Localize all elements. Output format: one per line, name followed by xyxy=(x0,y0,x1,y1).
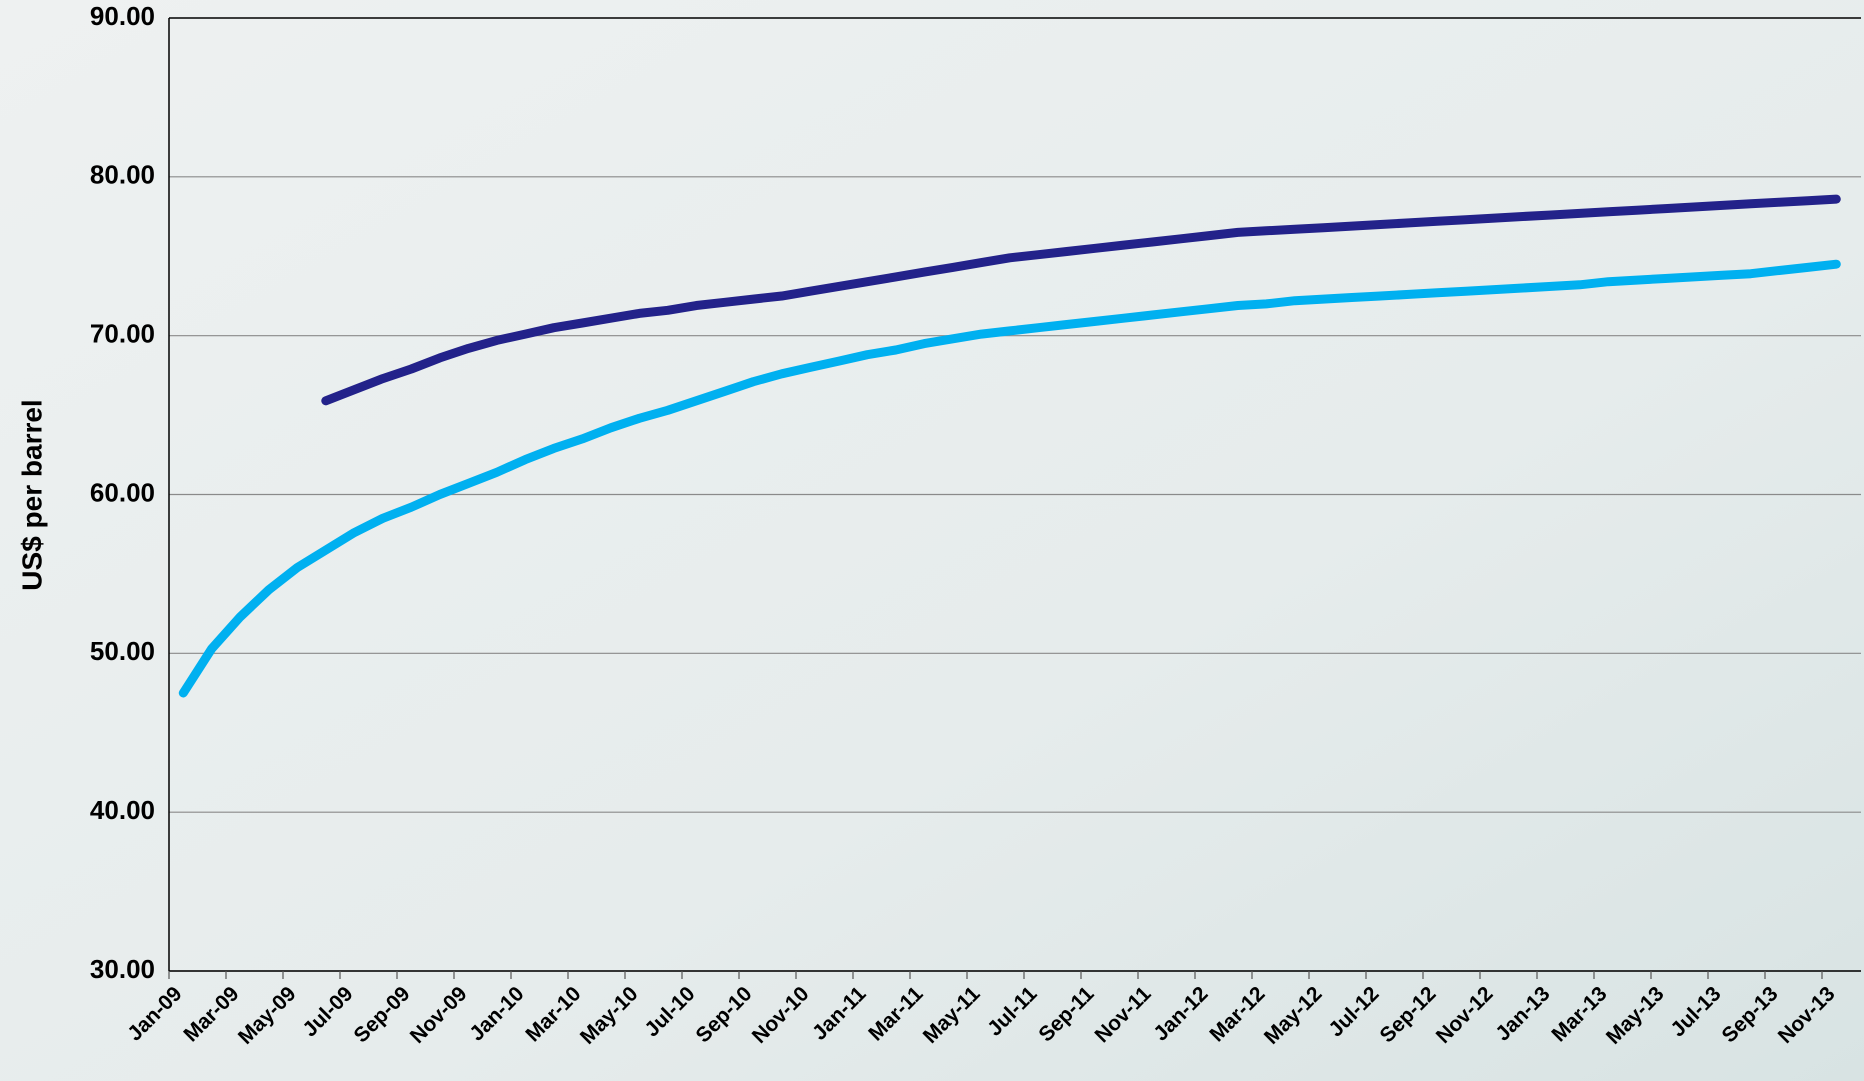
y-tick-label: 30.00 xyxy=(90,954,155,984)
y-axis-title: US$ per barrel xyxy=(16,399,47,590)
y-tick-label: 60.00 xyxy=(90,477,155,507)
series-line xyxy=(321,194,1841,406)
y-tick-label: 70.00 xyxy=(90,319,155,349)
series-line xyxy=(178,259,1841,698)
y-tick-label: 40.00 xyxy=(90,795,155,825)
y-tick-label: 90.00 xyxy=(90,1,155,31)
y-tick-label: 80.00 xyxy=(90,160,155,190)
y-tick-label: 50.00 xyxy=(90,636,155,666)
